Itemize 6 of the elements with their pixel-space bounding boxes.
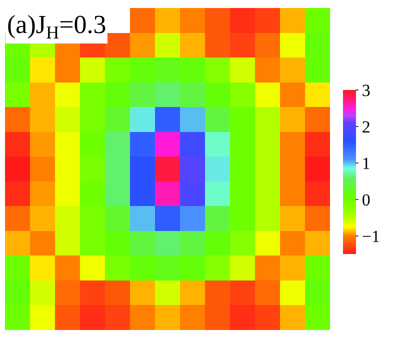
color-bar-label: 3 (362, 81, 370, 100)
color-bar-label: 2 (362, 118, 370, 137)
chart-title: (a)J$_{H}$=0.3 (7, 10, 106, 42)
color-bar-label: 1 (362, 154, 370, 174)
color-bar-label: 0 (362, 190, 370, 210)
color-bar-label: −1 (362, 226, 380, 246)
